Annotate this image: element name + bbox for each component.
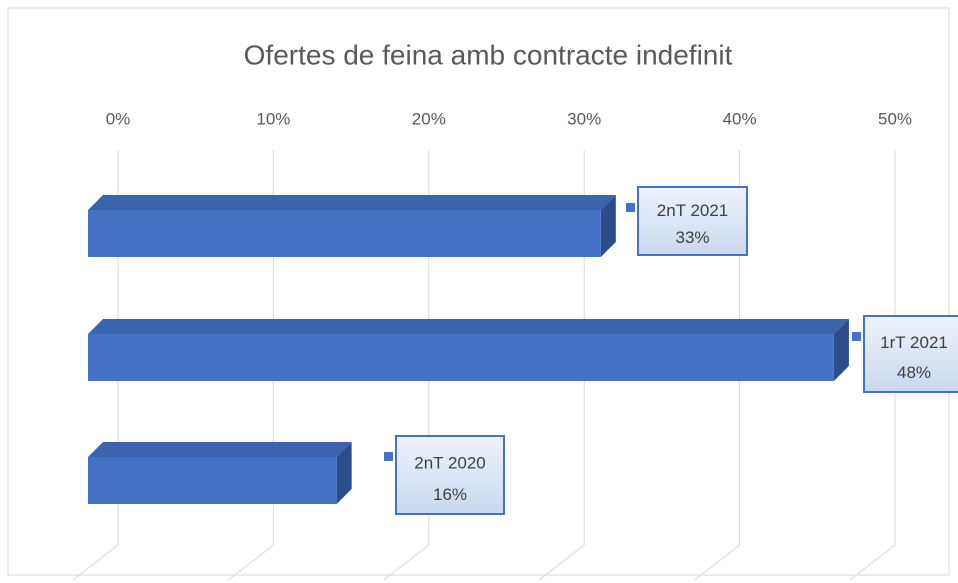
x-tick-label: 40% <box>723 109 757 128</box>
x-tick-label: 10% <box>256 109 290 128</box>
data-label-value: 16% <box>433 485 467 504</box>
legend-key <box>852 332 861 341</box>
bar-side <box>600 195 616 257</box>
data-label-value: 33% <box>675 228 709 247</box>
legend-key <box>626 203 635 212</box>
bar <box>88 334 834 381</box>
bar <box>88 210 601 257</box>
x-tick-label: 50% <box>878 109 912 128</box>
chart-title: Ofertes de feina amb contracte indefinit <box>244 39 733 70</box>
bar-top <box>88 319 849 334</box>
data-label-category: 2nT 2021 <box>657 201 729 220</box>
legend-key <box>384 452 393 461</box>
data-label-box <box>863 315 958 393</box>
data-label-category: 2nT 2020 <box>414 454 486 473</box>
x-tick-label: 0% <box>106 109 131 128</box>
bar-side <box>833 319 849 381</box>
x-tick-label: 20% <box>412 109 446 128</box>
grid-line <box>72 150 119 581</box>
grid-line <box>383 150 430 581</box>
x-tick-label: 30% <box>567 109 601 128</box>
data-label-value: 48% <box>897 363 931 382</box>
grid-line <box>538 150 585 581</box>
bar <box>88 457 337 504</box>
data-label-category: 1rT 2021 <box>880 333 948 352</box>
bar-side <box>336 442 352 504</box>
grid-line <box>228 150 274 581</box>
data-label-box <box>637 186 748 256</box>
grid-line <box>694 150 741 581</box>
bar-top <box>88 195 616 210</box>
grid-line <box>849 150 896 581</box>
data-label-box <box>395 435 505 515</box>
bar-top <box>88 442 352 457</box>
